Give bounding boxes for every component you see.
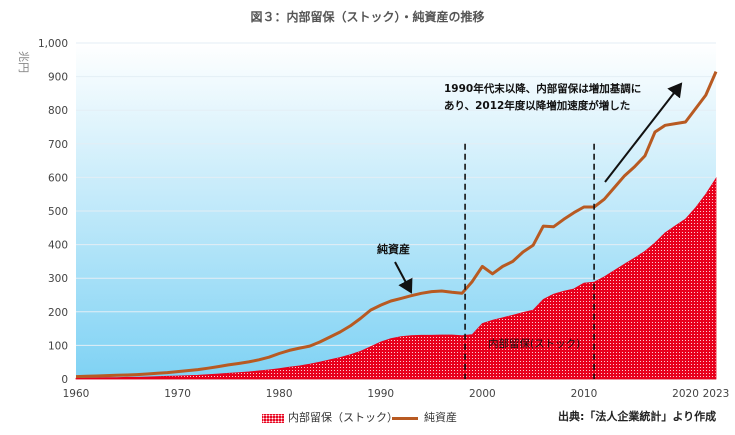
- legend-item-area: 内部留保（ストック）: [262, 409, 398, 425]
- annotation-trend-text: あり、2012年度以降増加速度が増した: [444, 99, 630, 112]
- chart-title: 図３：内部留保（ストック）・純資産の推移: [250, 10, 485, 24]
- x-tick-label: 2023: [703, 388, 730, 400]
- y-tick-label: 0: [61, 374, 68, 386]
- y-axis-label: 兆円: [17, 51, 30, 73]
- x-tick-label: 1990: [367, 388, 394, 400]
- annotation-net-assets-label: 純資産: [377, 242, 410, 256]
- y-tick-label: 300: [48, 273, 68, 285]
- series-net-assets-line: [75, 71, 718, 379]
- legend-label-area: 内部留保（ストック）: [288, 411, 398, 424]
- source-note: 出典:「法人企業統計」より作成: [558, 410, 717, 423]
- y-tick-label: 100: [48, 340, 68, 352]
- legend-label-line: 純資産: [424, 411, 457, 424]
- y-tick-label: 900: [48, 72, 68, 84]
- y-tick-label: 200: [48, 307, 68, 319]
- x-tick-label: 1970: [164, 388, 191, 400]
- x-tick-label: 2010: [571, 388, 598, 400]
- legend-swatch-area: [262, 413, 284, 423]
- x-tick-label: 2020: [672, 388, 699, 400]
- y-tick-label: 400: [48, 240, 68, 252]
- x-tick-label: 1980: [266, 388, 293, 400]
- annotation-trend-arrow: [604, 82, 683, 183]
- y-tick-label: 1,000: [38, 38, 68, 50]
- annotation-net-assets-arrow: [394, 261, 413, 294]
- annotation-reserves-label: 内部留保(ストック): [488, 337, 580, 350]
- legend-item-line: 純資産: [392, 409, 457, 425]
- y-tick-label: 700: [48, 139, 68, 151]
- series-internal-reserves-area: [75, 177, 717, 380]
- y-tick-label: 800: [48, 105, 68, 117]
- annotation-trend-text: 1990年代末以降、内部留保は増加基調に: [444, 82, 641, 95]
- x-tick-label: 1960: [63, 388, 90, 400]
- y-tick-label: 500: [48, 206, 68, 218]
- legend-swatch-line: [392, 416, 418, 420]
- x-tick-label: 2000: [469, 388, 496, 400]
- y-tick-label: 600: [48, 172, 68, 184]
